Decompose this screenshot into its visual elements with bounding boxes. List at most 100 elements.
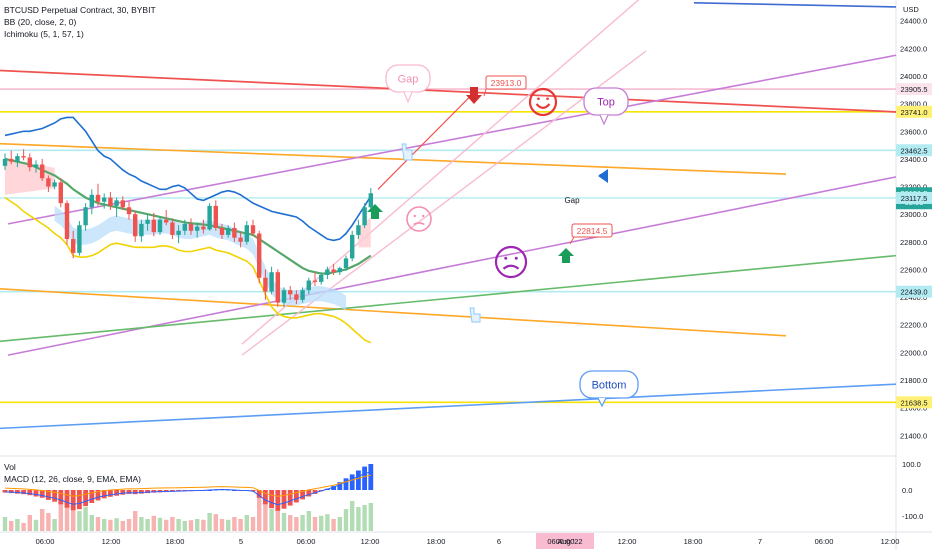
volume-bar — [306, 511, 311, 531]
bollinger-bands — [4, 116, 372, 344]
price-label-box — [896, 396, 932, 409]
price-label: 23741.0 — [900, 108, 927, 117]
macd-hist-bar — [145, 490, 150, 494]
price-tag-22814-text: 22814.5 — [577, 226, 608, 236]
sad-face-icon — [494, 245, 528, 279]
price-label-box — [896, 285, 932, 298]
x-tick-label: 7 — [758, 537, 762, 546]
macd-hist-bar — [15, 490, 20, 494]
trend-line — [0, 383, 897, 430]
bb-lower-line — [4, 196, 372, 344]
axis-currency: USD — [903, 5, 919, 14]
volume-bar — [343, 509, 349, 531]
trend-line — [0, 142, 787, 175]
volume-bar — [207, 513, 212, 531]
candle-body — [27, 157, 32, 168]
macd-hist-bar — [95, 490, 101, 501]
x-tick-label: 06:00 — [815, 537, 834, 546]
sub-tick-label: 100.0 — [902, 460, 921, 469]
volume-bar — [288, 515, 293, 531]
macd-hist-bar — [294, 490, 299, 503]
candle-body — [126, 207, 132, 215]
candle-body — [21, 156, 26, 158]
macd-hist-bar — [343, 478, 349, 490]
tag-pointer — [569, 236, 575, 245]
macd-hist-bar — [27, 490, 33, 496]
bb-upper-line — [4, 116, 372, 242]
candle-body — [182, 223, 187, 231]
trend-line — [7, 176, 897, 356]
price-axis: USD 24400.0 24200.0 24000.0 23800.0 23600.0 23… — [896, 5, 932, 440]
macd-hist-bar — [300, 490, 305, 500]
candle-body — [188, 223, 194, 231]
ichimoku-legend[interactable]: Ichimoku (5, 1, 57, 1) — [4, 29, 84, 39]
candle-body — [269, 272, 274, 292]
volume-bar — [300, 515, 305, 531]
candle-body — [176, 230, 181, 235]
gap-text: Gap — [564, 196, 580, 205]
price-label: 22439.0 — [900, 288, 927, 297]
volume-bar — [368, 503, 373, 531]
trend-line — [7, 54, 897, 225]
candle-body — [213, 205, 218, 228]
candles — [2, 149, 373, 307]
volume-bar — [21, 523, 26, 531]
macd-hist-bar — [2, 490, 8, 493]
volume-bar — [238, 519, 243, 531]
bottom-callout-text: Bottom — [592, 380, 627, 392]
macd-hist-bar — [70, 490, 76, 511]
candle-body — [46, 178, 51, 187]
vol-legend[interactable]: Vol — [4, 462, 16, 472]
left-arrow-head-icon — [598, 169, 608, 183]
trend-line — [0, 69, 897, 113]
sub-tick-label: -100.0 — [902, 512, 923, 521]
price-label: 23905.5 — [900, 85, 927, 94]
trend-line — [693, 1, 897, 8]
macd-legend[interactable]: MACD (12, 26, close, 9, EMA, EMA) — [4, 474, 141, 484]
volume-bar — [250, 517, 256, 531]
candle-body — [139, 223, 144, 237]
volume-bar — [294, 517, 299, 531]
sad-face-icon-mouth — [502, 264, 520, 270]
sad-face-icon-outline — [494, 245, 528, 279]
trend-lines — [0, 0, 897, 430]
trend-line — [377, 92, 475, 190]
volume-bar — [89, 515, 94, 531]
symbol-title[interactable]: BTCUSD Perpetual Contract, 30, BYBIT — [4, 5, 156, 15]
volume-bar — [83, 507, 88, 531]
smile-face-icon-mouth — [535, 103, 551, 109]
macd-hist-bar — [356, 470, 361, 490]
volume-bar — [102, 519, 107, 531]
y-tick-label: 22800.0 — [900, 238, 927, 247]
macd-hist-bar — [337, 482, 343, 490]
sub-legend: Vol MACD (12, 26, close, 9, EMA, EMA) — [4, 461, 141, 485]
hand-cursor-icon — [469, 307, 481, 323]
volume-bar — [337, 517, 342, 531]
volume-bar — [226, 519, 231, 531]
price-tag-23913-box — [485, 75, 527, 90]
macd-hist-bar — [64, 490, 70, 508]
x-tick-label: 12:00 — [881, 537, 900, 546]
candle-body — [145, 219, 150, 224]
candle-body — [58, 182, 63, 204]
volume-bar — [15, 519, 20, 531]
volume-bar — [164, 519, 169, 531]
candle-body — [238, 237, 243, 242]
candle-body — [164, 219, 169, 223]
volume-bar — [2, 517, 8, 531]
sub-axis: 100.0 0.0 -100.0 — [902, 460, 923, 521]
candle-body — [219, 228, 225, 235]
y-tick-label: 22600.0 — [900, 265, 927, 274]
bb-legend[interactable]: BB (20, close, 2, 0) — [4, 17, 77, 27]
macd-hist-bar — [39, 490, 45, 498]
volume-bar — [170, 517, 175, 531]
candle-body — [151, 219, 156, 233]
candle-body — [275, 272, 280, 303]
candle-body — [201, 226, 206, 230]
kumo-red-area-right — [358, 216, 371, 248]
smile-face-icon-outline — [528, 87, 558, 117]
macd-hist-bar — [139, 490, 144, 494]
candle-body — [263, 277, 268, 292]
